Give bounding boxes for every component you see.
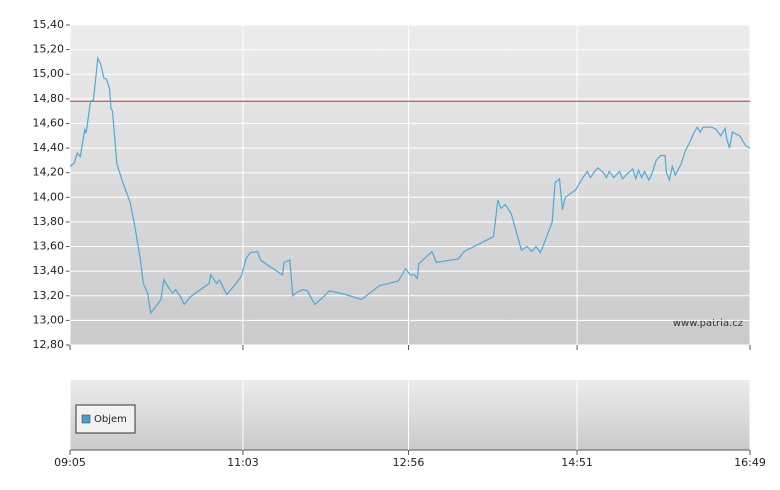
- x-tick-label: 12:56: [393, 456, 425, 469]
- y-tick-label: 14,00: [33, 190, 65, 203]
- x-tick-label: 11:03: [227, 456, 259, 469]
- x-tick-label: 16:49: [734, 456, 766, 469]
- volume-panel: [70, 380, 750, 450]
- watermark: www.patria.cz: [673, 318, 743, 329]
- y-tick-label: 15,40: [33, 18, 65, 31]
- x-tick-label: 09:05: [54, 456, 86, 469]
- y-tick-label: 14,80: [33, 92, 65, 105]
- legend-swatch: [81, 414, 91, 424]
- y-tick-label: 15,20: [33, 43, 65, 56]
- y-tick-label: 13,40: [33, 264, 65, 277]
- y-tick-label: 14,40: [33, 141, 65, 154]
- y-tick-label: 13,60: [33, 240, 65, 253]
- legend-label: Objem: [94, 414, 127, 425]
- y-tick-label: 12,80: [33, 338, 65, 351]
- price-panel: [70, 25, 750, 345]
- y-tick-label: 14,20: [33, 166, 65, 179]
- y-tick-label: 13,20: [33, 289, 65, 302]
- y-tick-label: 14,60: [33, 116, 65, 129]
- x-tick-label: 14:51: [561, 456, 593, 469]
- price-line: [69, 56, 751, 315]
- y-tick-label: 13,00: [33, 313, 65, 326]
- y-tick-label: 15,00: [33, 67, 65, 80]
- y-tick-label: 13,80: [33, 215, 65, 228]
- legend: Objem: [75, 404, 136, 434]
